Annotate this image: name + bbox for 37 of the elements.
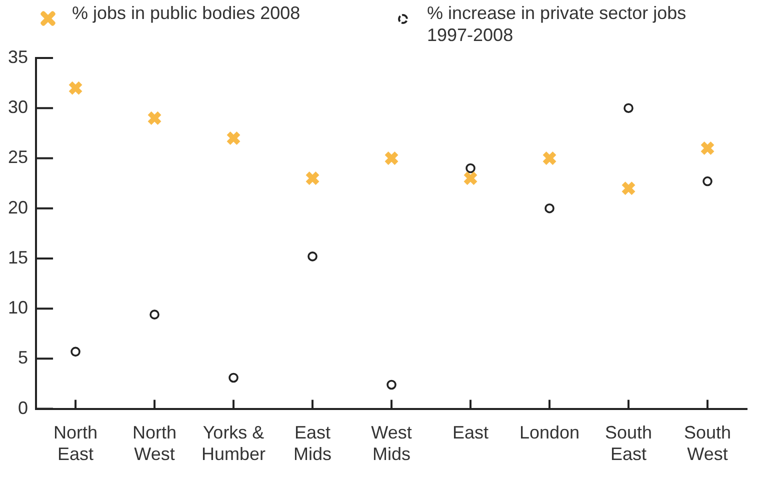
y-tick-label: 15 bbox=[8, 247, 28, 268]
point bbox=[700, 140, 715, 156]
y-tick-label: 30 bbox=[8, 97, 28, 118]
point bbox=[621, 180, 636, 196]
point bbox=[226, 130, 241, 146]
point bbox=[308, 252, 318, 262]
y-tick-label: 5 bbox=[18, 348, 28, 368]
x-tick-label: East bbox=[452, 422, 489, 443]
legend-label: % jobs in public bodies 2008 bbox=[72, 2, 302, 24]
x-tick-label: North West bbox=[132, 422, 177, 464]
legend-label: % increase in private sector jobs 1997-2008 bbox=[427, 2, 688, 46]
point bbox=[70, 346, 80, 357]
point bbox=[147, 110, 162, 126]
x-tick-label: London bbox=[519, 422, 580, 443]
y-tick-label: 10 bbox=[8, 298, 28, 318]
point bbox=[466, 163, 476, 174]
y-tick-label: 35 bbox=[8, 46, 28, 67]
x-tick-label: South East bbox=[604, 422, 652, 464]
point bbox=[544, 203, 554, 214]
point bbox=[305, 170, 320, 186]
point bbox=[150, 310, 160, 320]
x-tick-label: Yorks & Humber bbox=[202, 422, 266, 464]
x-tick-label: West Mids bbox=[371, 422, 412, 464]
point bbox=[384, 150, 399, 166]
point bbox=[228, 372, 238, 383]
point bbox=[624, 103, 634, 114]
x-tick-label: North East bbox=[54, 422, 98, 464]
point bbox=[386, 380, 396, 390]
point bbox=[542, 150, 557, 166]
point bbox=[702, 176, 712, 186]
point bbox=[68, 80, 83, 96]
point bbox=[463, 170, 478, 186]
y-tick-label: 0 bbox=[18, 398, 28, 418]
x-tick-label: East Mids bbox=[294, 422, 332, 464]
y-tick-label: 25 bbox=[8, 147, 28, 168]
y-tick-label: 20 bbox=[8, 197, 28, 218]
x-tick-label: South West bbox=[684, 422, 732, 464]
